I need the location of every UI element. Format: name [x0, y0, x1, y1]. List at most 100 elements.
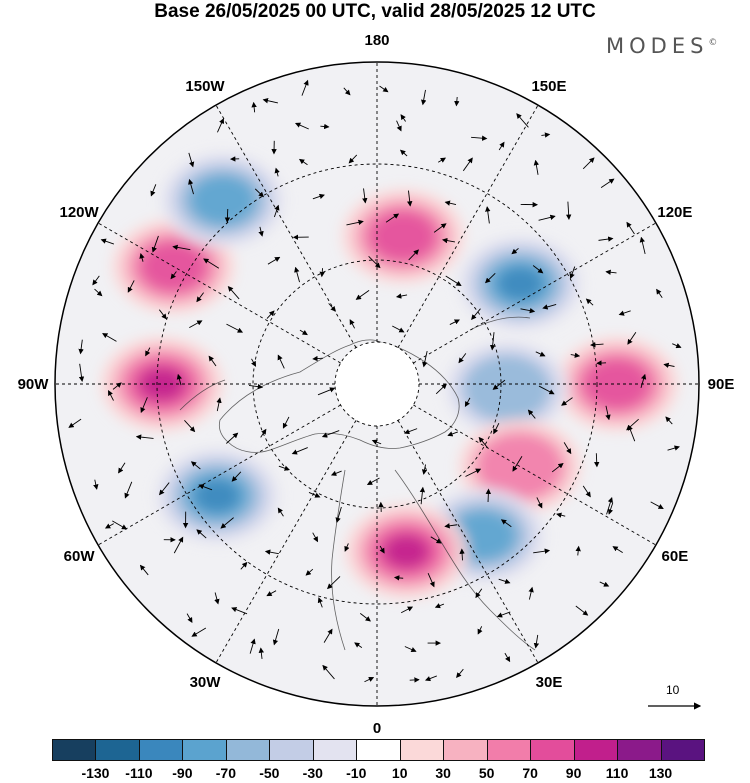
wind-arrow: [626, 418, 639, 431]
wind-arrow: [355, 289, 370, 300]
wind-arrow: [216, 397, 222, 412]
wind-arrow: [227, 286, 240, 300]
wind-arrow: [159, 482, 170, 496]
wind-arrow: [392, 325, 405, 333]
colorbar-bin: [52, 739, 97, 761]
wind-arrow: [447, 431, 458, 437]
wind-arrow: [319, 268, 325, 278]
wind-arrow: [425, 675, 437, 682]
colorbar-tick-label: -110: [125, 765, 153, 781]
wind-arrow: [437, 157, 447, 163]
wind-arrow: [321, 430, 340, 438]
wind-arrow: [170, 271, 177, 280]
anomaly-contour: [384, 535, 429, 568]
wind-arrow: [272, 628, 280, 646]
wind-arrow: [575, 605, 589, 616]
colorbar-tick-label: -130: [81, 765, 110, 781]
anomaly-contour: [140, 368, 184, 400]
wind-arrow: [672, 343, 682, 349]
wind-arrow: [344, 543, 350, 552]
wind-arrow: [267, 256, 281, 265]
wind-arrow: [102, 333, 117, 342]
colorbar-bin: [530, 739, 575, 761]
wind-arrow: [512, 456, 523, 472]
wind-arrow: [536, 497, 543, 509]
longitude-label: 0: [373, 720, 381, 735]
wind-arrow: [541, 132, 551, 138]
copyright-mark: ©: [708, 38, 718, 48]
wind-arrow: [327, 576, 341, 590]
wind-arrow: [220, 517, 234, 529]
wind-arrow: [291, 447, 308, 455]
wind-arrow: [217, 118, 225, 133]
wind-arrow: [308, 492, 321, 498]
wind-arrow: [248, 383, 264, 390]
wind-arrow: [312, 532, 319, 543]
wind-arrow: [607, 502, 614, 515]
wind-arrow: [556, 512, 566, 518]
wind-arrow: [196, 529, 207, 539]
wind-arrow: [434, 603, 445, 609]
wind-arrow: [145, 347, 151, 357]
map-title: Base 26/05/2025 00 UTC, valid 28/05/2025…: [154, 1, 596, 22]
wind-arrow: [94, 288, 103, 297]
wind-arrow: [379, 85, 389, 93]
longitude-label: 60W: [64, 548, 96, 565]
meridian-line: [397, 420, 539, 664]
wind-arrow: [385, 213, 400, 223]
wind-arrow: [528, 586, 534, 600]
wind-arrow: [618, 310, 631, 316]
wind-arrow: [471, 135, 488, 141]
wind-arrow: [590, 342, 604, 348]
wind-arrow: [298, 158, 308, 166]
wind-arrow: [214, 592, 220, 605]
wind-arrow: [112, 520, 128, 530]
colorbar-tick-label: -50: [259, 765, 280, 781]
longitude-label: 90W: [18, 376, 50, 393]
wind-arrow: [493, 422, 500, 435]
wind-arrow: [516, 113, 529, 128]
wind-arrow: [190, 461, 201, 470]
latitude-circle: [252, 259, 502, 509]
wind-arrow: [277, 507, 284, 517]
wind-arrow: [449, 319, 460, 325]
wind-arrow: [140, 397, 148, 414]
wind-arrow: [570, 352, 581, 358]
colorbar-bin: [356, 739, 401, 761]
colorbar-tick-label: 30: [435, 765, 451, 781]
wind-arrow: [151, 235, 159, 253]
wind-arrow: [444, 200, 457, 206]
meridian-line: [215, 420, 357, 664]
wind-arrow: [585, 298, 594, 306]
wind-arrow: [203, 258, 220, 269]
wind-arrow: [251, 101, 257, 113]
wind-arrow: [359, 613, 371, 622]
colorbar-bin: [225, 739, 271, 761]
wind-arrow: [612, 546, 623, 553]
meridian-line: [215, 104, 357, 348]
colorbar-tick-label: -70: [215, 765, 236, 781]
wind-arrow: [465, 468, 482, 477]
wind-arrow: [274, 167, 280, 177]
wind-arrow: [464, 397, 471, 407]
wind-arrow: [258, 647, 264, 659]
colorbar-tick-label: 10: [391, 765, 408, 781]
wind-arrow: [538, 214, 556, 221]
wind-arrow: [606, 496, 614, 515]
wind-arrow: [478, 436, 489, 449]
wind-arrow: [266, 310, 275, 319]
wind-arrow: [650, 501, 664, 509]
wind-arrow: [362, 188, 368, 204]
wind-arrow: [535, 351, 546, 357]
colorbar-tick-label: 130: [648, 765, 673, 781]
wind-arrow: [420, 89, 427, 106]
wind-arrow: [542, 304, 557, 310]
polar-map: 180 150E 120E 90E 60E 30E 0 30W 60W 90W 120W 150W: [18, 32, 735, 735]
wind-arrow: [266, 590, 277, 597]
wind-arrow: [262, 98, 279, 104]
wind-arrow: [500, 519, 512, 528]
wind-arrow: [598, 236, 614, 242]
colorbar-bin: [486, 739, 532, 761]
wind-arrow: [277, 354, 285, 369]
wind-arrow: [317, 597, 323, 608]
